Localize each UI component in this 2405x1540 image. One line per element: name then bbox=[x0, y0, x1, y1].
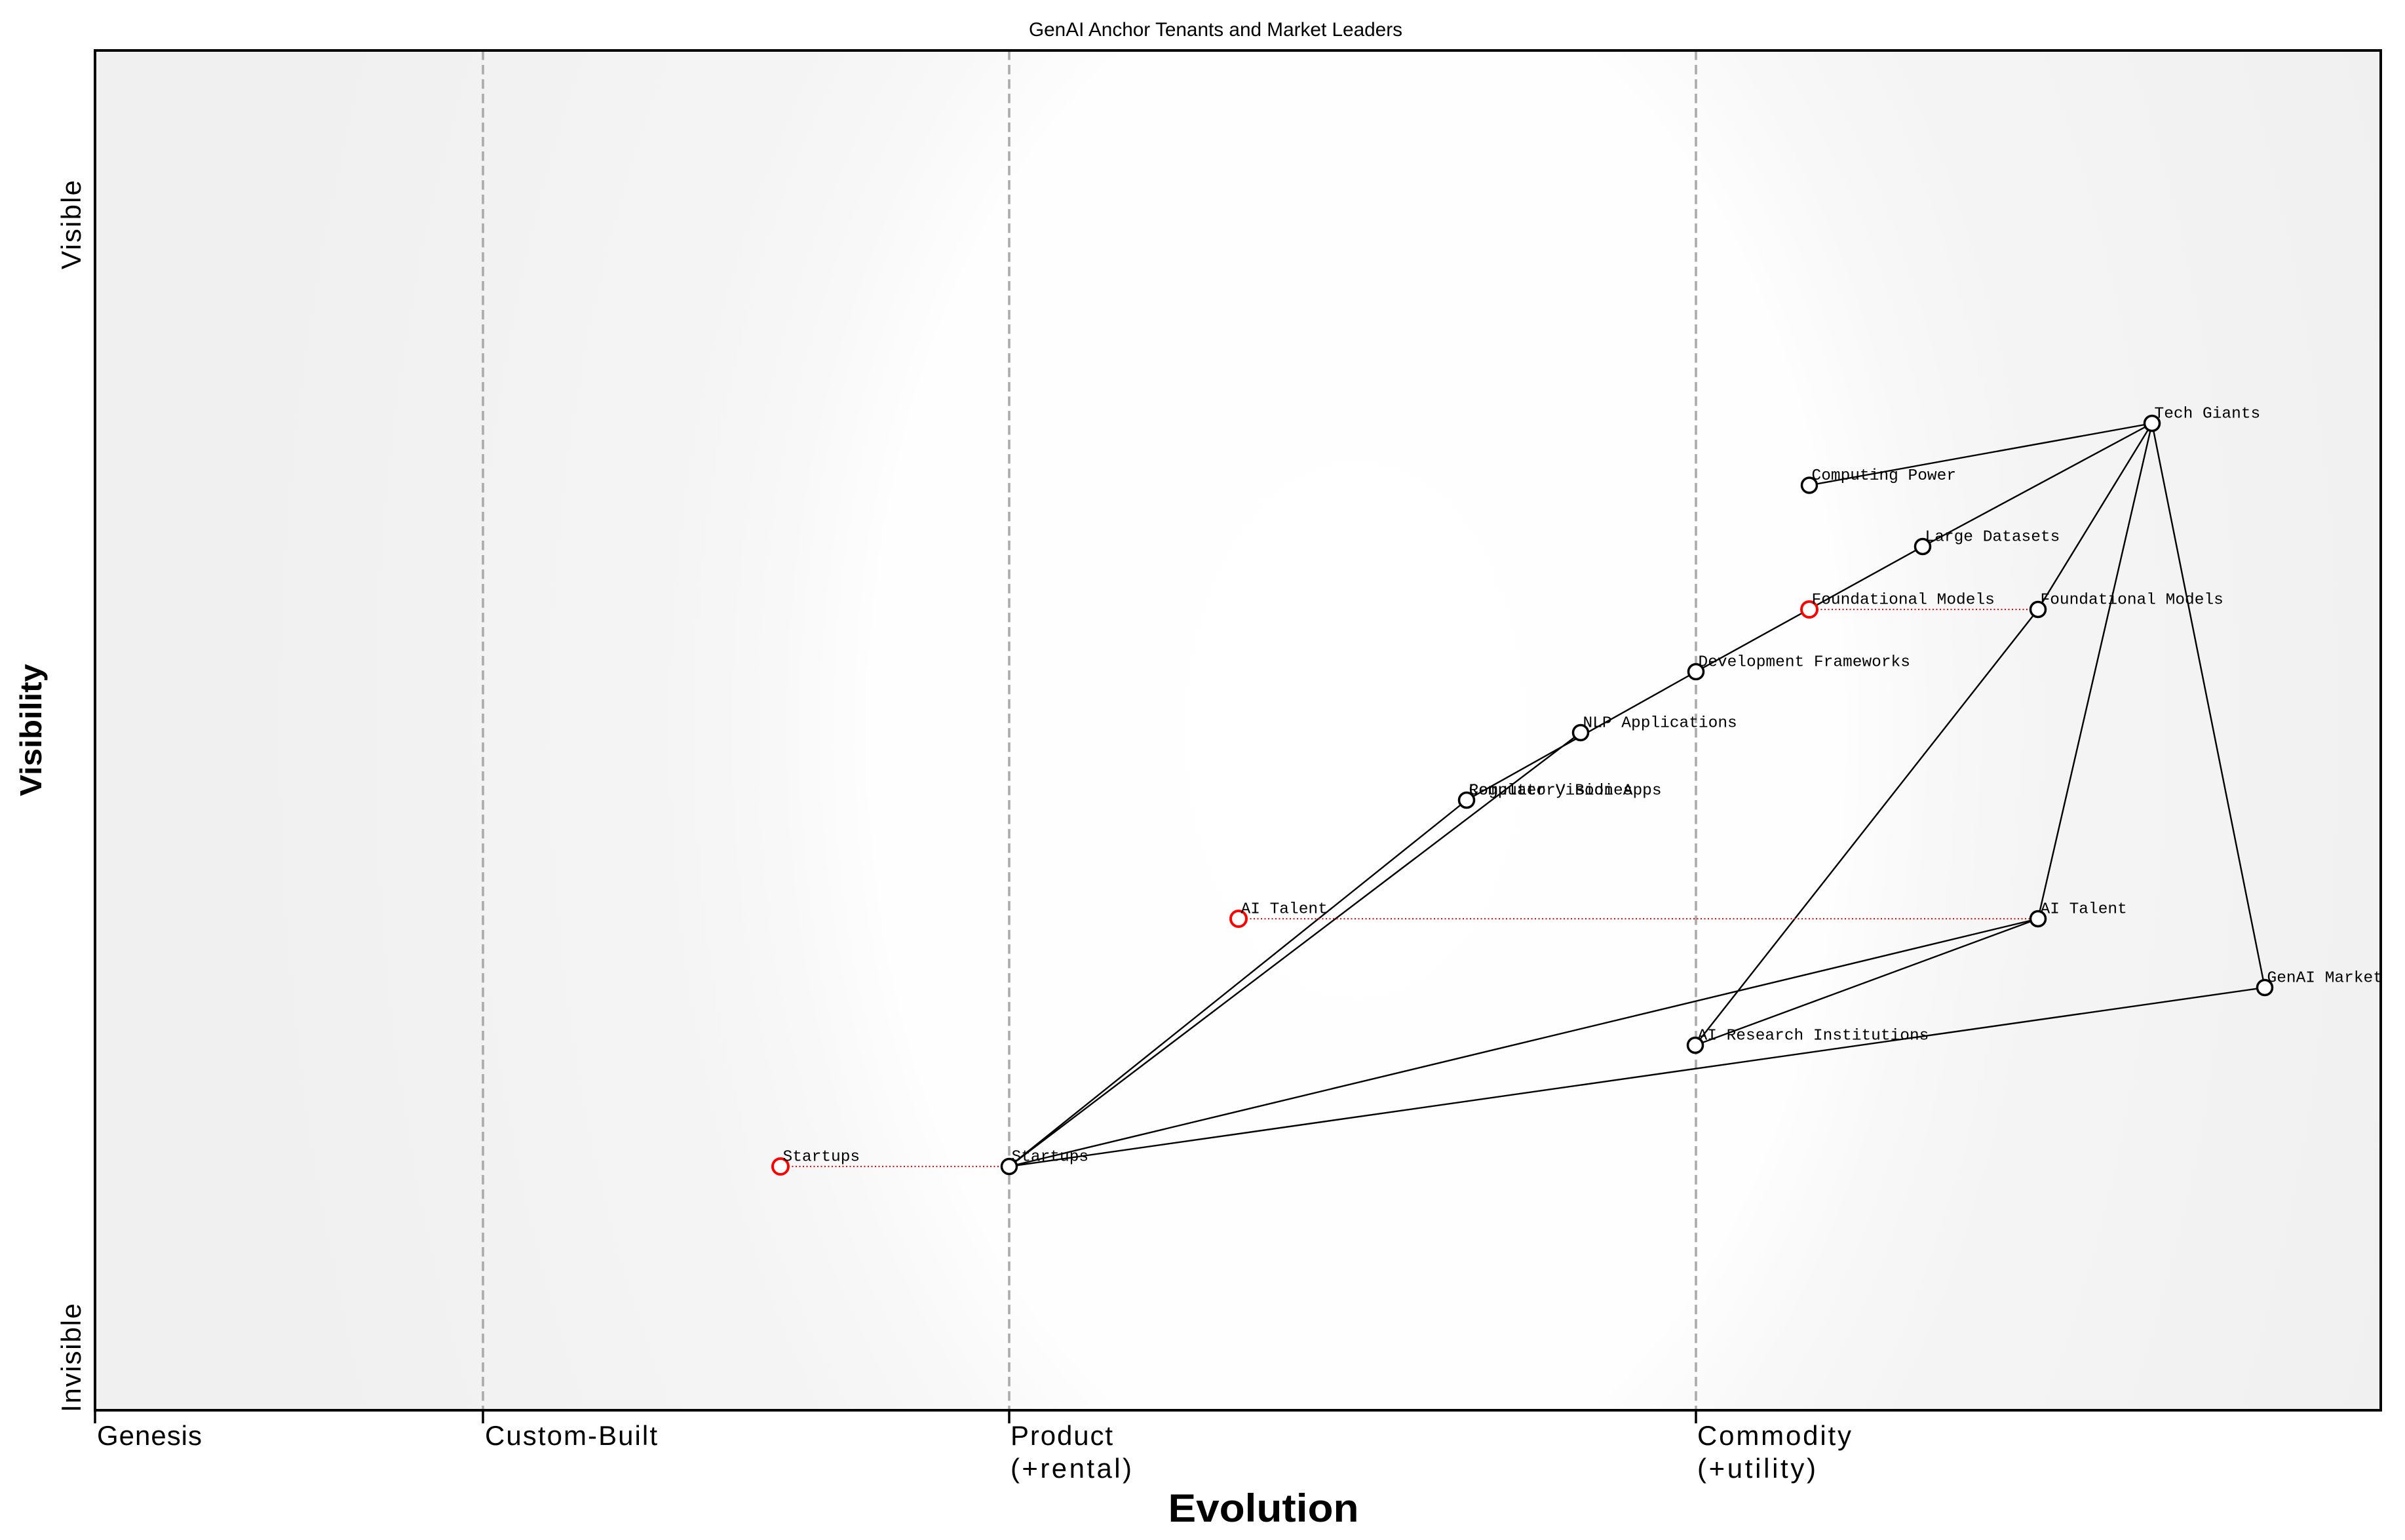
svg-text:Computing Power: Computing Power bbox=[1812, 467, 1957, 485]
svg-text:AI Talent: AI Talent bbox=[2041, 901, 2127, 919]
svg-text:Visible: Visible bbox=[56, 180, 87, 269]
svg-text:Computer Vision Apps: Computer Vision Apps bbox=[1469, 782, 1662, 800]
svg-text:Foundational Models: Foundational Models bbox=[2041, 592, 2223, 609]
svg-text:Regulatory Bodies: Regulatory Bodies bbox=[1469, 782, 1633, 800]
svg-text:Product: Product bbox=[1010, 1420, 1113, 1451]
svg-text:(+rental): (+rental) bbox=[1010, 1453, 1132, 1484]
svg-text:Tech Giants: Tech Giants bbox=[2155, 406, 2261, 423]
svg-text:Large Datasets: Large Datasets bbox=[1925, 529, 2060, 547]
svg-text:AI Research Institutions: AI Research Institutions bbox=[1698, 1028, 1929, 1045]
svg-text:Commodity: Commodity bbox=[1697, 1420, 1851, 1451]
svg-text:Development Frameworks: Development Frameworks bbox=[1699, 654, 1910, 672]
svg-text:Genesis: Genesis bbox=[97, 1420, 202, 1451]
svg-text:AI Talent: AI Talent bbox=[1241, 901, 1328, 919]
svg-text:GenAI Market: GenAI Market bbox=[2267, 970, 2383, 988]
svg-text:GenAI Anchor Tenants and Marke: GenAI Anchor Tenants and Market Leaders bbox=[1029, 19, 1402, 41]
svg-text:Evolution: Evolution bbox=[1168, 1486, 1359, 1530]
svg-text:Visibility: Visibility bbox=[14, 664, 48, 796]
svg-text:Foundational Models: Foundational Models bbox=[1812, 592, 1995, 609]
svg-text:NLP Applications: NLP Applications bbox=[1583, 715, 1737, 733]
svg-text:(+utility): (+utility) bbox=[1697, 1453, 1816, 1484]
svg-text:Invisible: Invisible bbox=[56, 1303, 87, 1412]
svg-text:Startups: Startups bbox=[783, 1149, 860, 1166]
svg-text:Custom-Built: Custom-Built bbox=[485, 1420, 657, 1451]
svg-text:Startups: Startups bbox=[1012, 1149, 1089, 1166]
